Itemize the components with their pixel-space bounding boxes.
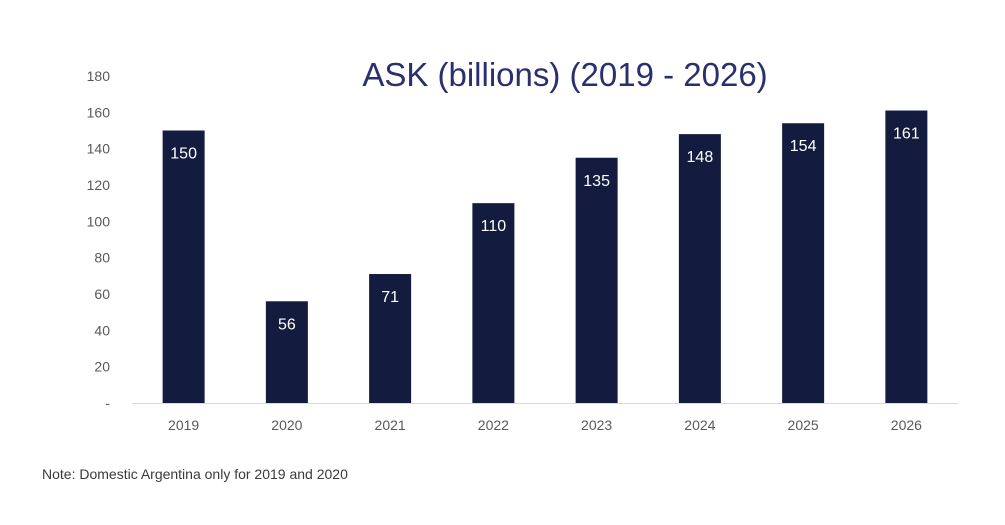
y-tick-label: 40 xyxy=(94,322,110,338)
x-tick-label-2022: 2022 xyxy=(478,417,509,433)
y-tick-label: 120 xyxy=(87,177,111,193)
data-label-2020: 56 xyxy=(278,316,296,333)
x-tick-label-2023: 2023 xyxy=(581,417,612,433)
x-tick-label-2026: 2026 xyxy=(891,417,922,433)
footnote: Note: Domestic Argentina only for 2019 a… xyxy=(42,466,348,482)
data-label-2026: 161 xyxy=(893,126,920,143)
bar-2019 xyxy=(162,130,205,403)
y-tick-label: 100 xyxy=(87,213,111,229)
x-tick-label-2020: 2020 xyxy=(271,417,302,433)
y-tick-label: 60 xyxy=(94,286,110,302)
data-label-2025: 154 xyxy=(790,138,817,155)
bar-2020 xyxy=(265,301,308,403)
y-tick-label: 160 xyxy=(87,104,111,120)
bar-2026 xyxy=(885,110,928,404)
chart-title: ASK (billions) (2019 - 2026) xyxy=(362,56,767,93)
data-label-2024: 148 xyxy=(687,149,714,166)
data-label-2022: 110 xyxy=(481,218,507,235)
x-tick-label-2019: 2019 xyxy=(168,417,199,433)
y-axis: - 20 40 60 80 100 120 140 160 180 xyxy=(87,68,111,411)
data-label-2023: 135 xyxy=(583,173,610,190)
y-tick-label: 140 xyxy=(87,141,111,157)
x-tick-label-2025: 2025 xyxy=(788,417,819,433)
bar-2024 xyxy=(678,134,721,403)
data-label-2021: 71 xyxy=(381,289,399,306)
bar-2023 xyxy=(575,157,618,403)
bars-group: 150 56 71 110 135 148 154 161 xyxy=(162,110,928,404)
bar-2025 xyxy=(782,123,825,403)
x-tick-label-2021: 2021 xyxy=(375,417,406,433)
bar-2022 xyxy=(472,203,515,403)
y-tick-label: 180 xyxy=(87,68,111,84)
y-tick-label: 20 xyxy=(94,359,110,375)
x-axis: 2019 2020 2021 2022 2023 2024 2025 2026 xyxy=(168,417,922,433)
data-label-2019: 150 xyxy=(170,146,197,163)
y-tick-label: 80 xyxy=(94,250,110,266)
x-tick-label-2024: 2024 xyxy=(684,417,715,433)
y-tick-label: - xyxy=(105,395,110,411)
bar-2021 xyxy=(369,274,412,403)
ask-bar-chart: ASK (billions) (2019 - 2026) - 20 40 60 80 10… xyxy=(87,56,958,433)
